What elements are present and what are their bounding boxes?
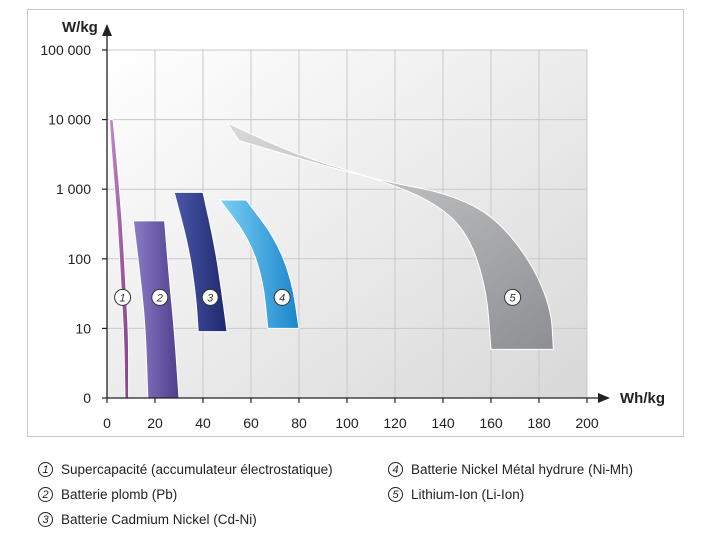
ragone-chart: 1 2 3 4 5 0 20 40 60 80 100 120 140 160 180 200 0 10 100… xyxy=(40,19,665,431)
x-tick-label: 120 xyxy=(383,415,407,431)
legend-number-icon: 3 xyxy=(38,512,53,527)
region-number-label: 5 xyxy=(510,292,517,304)
region-number-label: 3 xyxy=(207,292,214,304)
legend-label: Lithium-Ion (Li-Ion) xyxy=(411,487,525,502)
chart-frame: 1 2 3 4 5 0 20 40 60 80 100 120 140 160 180 200 0 10 100… xyxy=(27,9,684,437)
legend: 1 Supercapacité (accumulateur électrosta… xyxy=(38,462,698,542)
region-number-label: 1 xyxy=(120,292,126,304)
x-tick-labels: 0 20 40 60 80 100 120 140 160 180 200 xyxy=(103,415,599,431)
legend-label: Batterie Nickel Métal hydrure (Ni-Mh) xyxy=(411,462,634,477)
x-tick-label: 80 xyxy=(291,415,307,431)
x-axis-arrow-icon xyxy=(598,393,610,403)
y-tick-label: 100 000 xyxy=(40,42,91,58)
y-tick-label: 100 xyxy=(68,251,92,267)
region-number-circle xyxy=(273,288,291,306)
legend-label: Batterie Cadmium Nickel (Cd-Ni) xyxy=(61,512,257,527)
legend-item-1: 1 Supercapacité (accumulateur électrosta… xyxy=(38,462,333,477)
legend-label: Batterie plomb (Pb) xyxy=(61,487,178,502)
region-number-circle xyxy=(201,288,219,306)
x-tick-label: 180 xyxy=(527,415,551,431)
legend-number-icon: 4 xyxy=(388,462,403,477)
y-axis-title: W/kg xyxy=(62,19,98,36)
y-tick-label: 10 000 xyxy=(48,112,91,128)
legend-item-2: 2 Batterie plomb (Pb) xyxy=(38,487,177,502)
region-5 xyxy=(225,121,554,350)
legend-number-icon: 2 xyxy=(38,487,53,502)
region-number-circle xyxy=(504,288,522,306)
x-axis-title: Wh/kg xyxy=(620,390,665,407)
x-tick-label: 40 xyxy=(195,415,211,431)
region-number-circle xyxy=(151,288,169,306)
region-number-label: 4 xyxy=(279,292,285,304)
legend-number-icon: 5 xyxy=(388,487,403,502)
legend-item-5: 5 Lithium-Ion (Li-Ion) xyxy=(388,487,524,502)
y-axis-arrow-icon xyxy=(102,24,112,36)
region-number-circle xyxy=(114,288,132,306)
x-tick-label: 60 xyxy=(243,415,259,431)
x-tick-label: 160 xyxy=(479,415,503,431)
legend-item-4: 4 Batterie Nickel Métal hydrure (Ni-Mh) xyxy=(388,462,633,477)
legend-item-3: 3 Batterie Cadmium Nickel (Cd-Ni) xyxy=(38,512,257,527)
y-tick-label: 1 000 xyxy=(56,181,91,197)
legend-label: Supercapacité (accumulateur électrostati… xyxy=(61,462,333,477)
x-tick-label: 0 xyxy=(103,415,111,431)
x-tick-label: 100 xyxy=(335,415,359,431)
region-number-label: 2 xyxy=(156,292,163,304)
axes xyxy=(102,24,610,403)
y-tick-labels: 0 10 100 1 000 10 000 100 000 xyxy=(40,42,91,406)
x-tick-label: 200 xyxy=(575,415,599,431)
x-tick-label: 20 xyxy=(147,415,163,431)
y-tick-label: 10 xyxy=(75,320,91,336)
legend-number-icon: 1 xyxy=(38,462,53,477)
y-tick-label: 0 xyxy=(83,390,91,406)
x-tick-label: 140 xyxy=(431,415,455,431)
